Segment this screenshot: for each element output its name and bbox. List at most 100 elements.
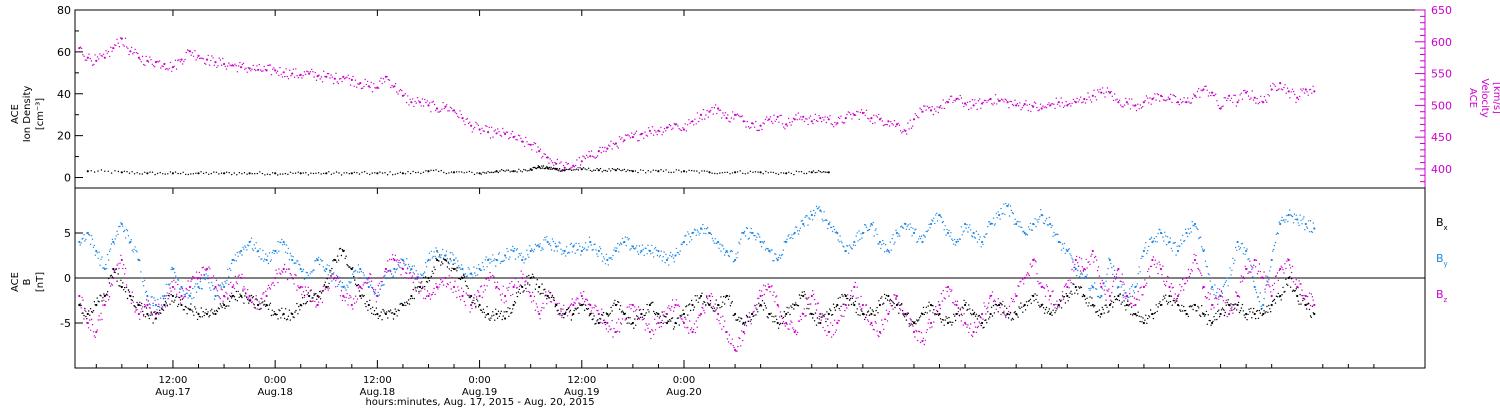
bz-sample [590,310,592,312]
velocity-sample [162,65,164,68]
bz-sample [431,293,433,296]
bx-sample [411,297,414,299]
velocity-sample [1132,104,1134,106]
by-point [325,267,328,271]
velocity-sample [732,111,734,113]
velocity-sample [358,83,360,86]
bx-sample [568,311,571,313]
velocity-sample [1148,102,1150,104]
by-sample [289,252,291,255]
bx-sample [216,310,219,313]
velocity-sample [1150,103,1152,105]
by-sample [654,248,656,250]
by-sample [1270,266,1272,268]
by-sample [96,252,98,254]
velocity-sample [688,119,690,121]
by-sample [499,262,502,264]
bz-sample [658,326,661,328]
velocity-sample [175,68,178,70]
velocity-sample [471,131,473,133]
velocity-sample [1011,103,1014,106]
velocity-sample [1097,89,1099,91]
bz-sample [854,281,856,284]
velocity-sample [382,78,385,80]
by-sample [1106,273,1108,275]
bz-sample [769,291,771,293]
density-sample [489,171,491,174]
velocity-sample [730,117,733,119]
bx-sample [781,322,784,325]
bx-sample [123,289,125,291]
bx-sample [287,315,290,317]
by-sample [561,253,563,255]
by-sample [343,285,345,287]
bz-sample [871,324,873,327]
bx-sample [509,307,511,310]
by-sample [201,288,203,290]
bx-sample [933,309,935,311]
bz-sample [412,281,414,284]
bx-sample [248,302,250,304]
bz-sample [1254,266,1257,268]
density-sample [596,167,598,170]
by-point [427,258,430,262]
bx-sample [507,307,509,309]
bz-sample [110,283,113,285]
by-sample [1268,279,1270,281]
velocity-sample [356,86,358,88]
density-point [563,169,566,172]
by-sample [1283,219,1285,221]
bz-sample [968,331,970,334]
velocity-sample [1022,105,1025,107]
velocity-sample [1025,100,1027,102]
velocity-sample [820,120,823,123]
by-sample [530,248,533,250]
velocity-sample [864,114,866,117]
velocity-sample [1223,97,1225,99]
by-sample [1112,273,1114,276]
density-sample [417,171,419,173]
velocity-sample [940,105,942,107]
velocity-sample [454,111,456,113]
velocity-point [699,113,703,116]
by-sample [1004,213,1006,216]
by-sample [417,273,419,275]
bz-sample [1084,269,1087,271]
bz-sample [352,308,354,310]
by-sample [726,251,729,253]
bx-sample [89,308,92,310]
bx-sample [890,299,892,302]
by-sample [1099,297,1102,299]
bz-sample [386,271,388,273]
bz-sample [1085,258,1087,261]
velocity-sample [1308,89,1311,91]
by-sample [832,225,835,228]
bx-sample [974,315,977,317]
by-sample [116,230,118,232]
density-sample [528,169,530,172]
by-sample [306,272,308,274]
bx-sample [709,300,712,302]
by-sample [771,249,773,251]
by-sample [1297,222,1299,224]
by-sample [932,220,934,222]
bx-sample [806,307,808,310]
by-sample [413,265,415,267]
bz-sample [638,318,641,320]
by-sample [1068,248,1070,250]
by-sample [424,262,427,264]
velocity-sample [925,109,927,111]
by-sample [370,284,372,286]
by-sample [1298,224,1300,227]
bx-sample [743,324,746,326]
by-sample [672,257,675,259]
by-sample [624,236,626,238]
density-sample [558,168,561,170]
velocity-sample [236,71,239,73]
density-sample [765,170,767,173]
bz-sample [355,301,358,303]
bx-sample [706,295,708,297]
bz-sample [459,299,462,301]
bx-sample [988,318,990,320]
velocity-point [1023,103,1026,106]
